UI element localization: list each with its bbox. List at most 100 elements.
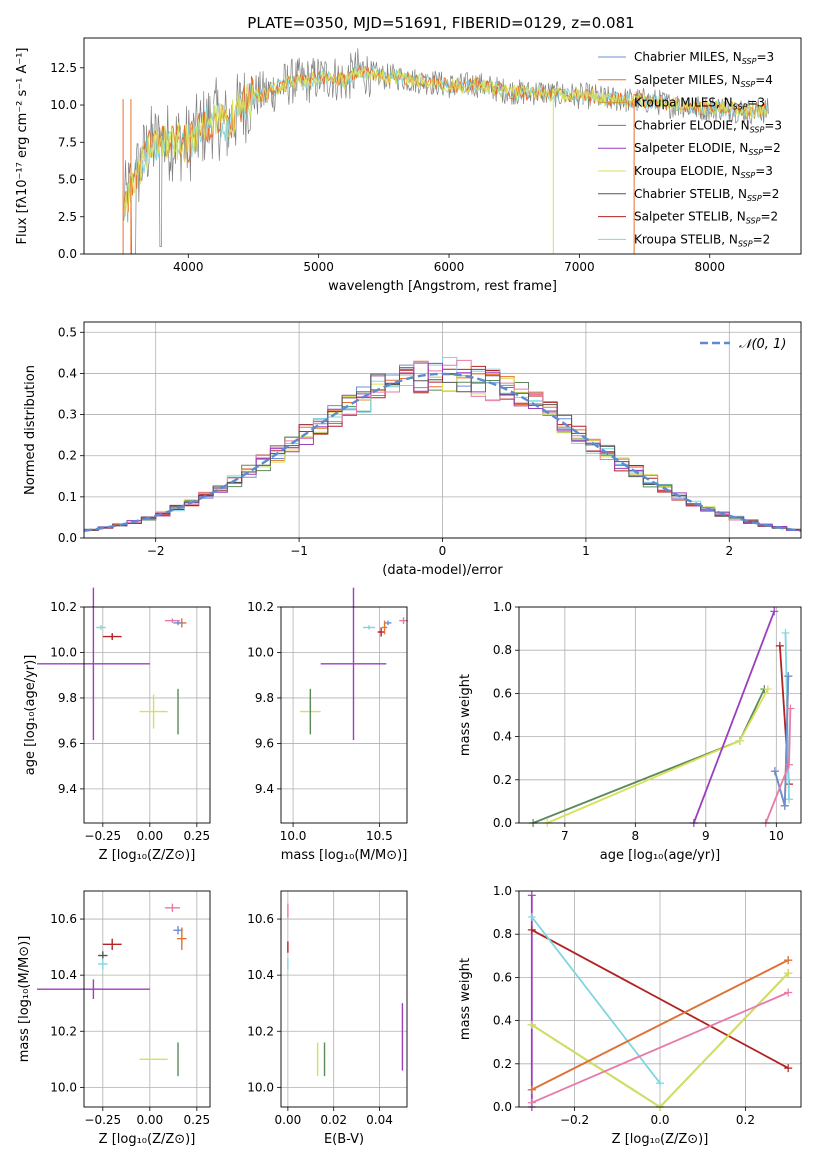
weight-series-line (531, 916, 661, 1084)
x-tick-label: 9 (702, 829, 710, 843)
x-axis-label: Z [log₁₀(Z/Z⊙)] (99, 1132, 196, 1147)
y-axis-label: mass [log₁₀(M/M⊙)] (17, 936, 32, 1063)
axes-frame (83, 321, 802, 539)
weight-point-marker (785, 795, 794, 804)
histogram-step-line (84, 368, 801, 532)
x-tick-label: 0.00 (136, 829, 163, 843)
weight-point-marker (527, 925, 536, 934)
y-tick-label: 0.4 (58, 366, 77, 380)
x-tick-label: 10.0 (280, 829, 307, 843)
weight-point-marker (527, 1098, 536, 1107)
legend-label: Chabrier STELIB, NSSP=2 (634, 187, 779, 203)
y-tick-label: 0.0 (493, 816, 512, 830)
y-tick-label: 0.2 (493, 1057, 512, 1071)
x-tick-label: 4000 (173, 260, 204, 274)
axes-frame (83, 606, 211, 824)
x-tick-label: −2 (147, 544, 165, 558)
legend-label: Chabrier ELODIE, NSSP=3 (634, 118, 782, 134)
weight-series-line (546, 688, 769, 824)
weight-point-marker (770, 607, 779, 616)
x-tick-label: 0.00 (136, 1113, 163, 1127)
y-tick-label: 1.0 (493, 884, 512, 898)
model-spectrum-line (122, 67, 768, 221)
x-tick-label: 10.5 (366, 829, 393, 843)
weight-point-marker (785, 760, 794, 769)
weight-series-line (531, 991, 789, 1104)
x-tick-label: 0.25 (183, 1113, 210, 1127)
weight-point-marker (527, 912, 536, 921)
x-axis-label: E(B-V) (324, 1132, 364, 1147)
weight-point-marker (784, 1064, 793, 1073)
y-tick-label: 10.2 (247, 600, 274, 614)
x-tick-label: −0.25 (84, 829, 121, 843)
figure-title: PLATE=0350, MJD=51691, FIBERID=0129, z=0… (247, 14, 634, 32)
x-tick-label: 2 (725, 544, 733, 558)
mass-vs-metallicity-panel: −0.25 0.00 0.25 10.0 10.2 10.4 10.6 Z [log₁₀(Z/… (17, 890, 211, 1147)
y-tick-label: 9.8 (58, 691, 77, 705)
legend-label: 𝒩(0, 1) (739, 337, 786, 352)
x-tick-label: 0.00 (275, 1113, 302, 1127)
axes-frame (518, 606, 802, 824)
legend-label: Chabrier MILES, NSSP=3 (634, 50, 774, 66)
axes-frame (83, 890, 211, 1108)
y-tick-label: 0.4 (493, 1014, 512, 1028)
x-tick-label: 10 (769, 829, 784, 843)
weight-point-marker (527, 1085, 536, 1094)
x-tick-label: 0.2 (736, 1113, 755, 1127)
axes-frame (518, 890, 802, 1108)
y-tick-label: 9.8 (255, 691, 274, 705)
y-tick-label: 0.8 (493, 643, 512, 657)
weight-point-marker (780, 801, 789, 810)
y-tick-label: 0.2 (58, 449, 77, 463)
y-tick-label: 2.5 (58, 210, 77, 224)
x-axis-label: wavelength [Angstrom, rest frame] (328, 279, 557, 294)
y-tick-label: 10.0 (247, 1080, 274, 1094)
y-tick-label: 9.6 (255, 736, 274, 750)
y-tick-label: 5.0 (58, 173, 77, 187)
x-tick-label: 0.25 (183, 829, 210, 843)
legend-label: Kroupa ELODIE, NSSP=3 (634, 164, 773, 180)
x-axis-label: Z [log₁₀(Z/Z⊙)] (612, 1132, 709, 1147)
weight-point-marker (735, 736, 744, 745)
y-tick-label: 10.4 (50, 968, 77, 982)
x-tick-label: 8000 (694, 260, 725, 274)
legend-label: Kroupa STELIB, NSSP=2 (634, 232, 770, 248)
y-tick-label: 10.4 (247, 968, 274, 982)
weight-series-line (531, 929, 789, 1069)
y-tick-label: 0.4 (493, 730, 512, 744)
model-spectrum-line (122, 63, 769, 219)
y-tick-label: 12.5 (50, 61, 77, 75)
age-vs-mass-panel: 10.0 10.5 9.4 9.6 9.8 10.0 10.2 mass [log₁₀(M/M… (247, 587, 408, 863)
normal-distribution-curve (83, 372, 802, 532)
y-tick-label: 0.6 (493, 970, 512, 984)
x-tick-label: 0.0 (650, 1113, 669, 1127)
x-tick-label: 7000 (564, 260, 595, 274)
y-tick-label: 10.2 (247, 1024, 274, 1038)
y-axis-label: mass weight (458, 674, 473, 756)
x-tick-label: −0.25 (84, 1113, 121, 1127)
axes-frame (280, 890, 408, 1108)
y-tick-label: 10.2 (50, 1024, 77, 1038)
y-tick-label: 10.2 (50, 600, 77, 614)
weight-vs-metallicity-panel: −0.2 0.0 0.2 0.0 0.2 0.4 0.6 0.8 1.0 Z [log₁₀(Z/Z… (458, 884, 802, 1147)
y-tick-label: 0.8 (493, 927, 512, 941)
weight-point-marker (770, 767, 779, 776)
y-tick-label: 0.0 (58, 531, 77, 545)
legend-label: Kroupa MILES, NSSP=3 (634, 96, 765, 112)
y-tick-label: 0.6 (493, 686, 512, 700)
weight-point-marker (784, 988, 793, 997)
mass-vs-ebv-panel: 0.00 0.02 0.04 10.0 10.2 10.4 10.6 E(B-V) (247, 890, 408, 1147)
y-tick-label: 1.0 (493, 600, 512, 614)
weight-series-line (531, 959, 789, 1091)
y-tick-label: 0.1 (58, 490, 77, 504)
x-tick-label: 8 (632, 829, 640, 843)
spectrum-panel: 4000 5000 6000 7000 8000 0.0 2.5 5.0 7.5 10.0 12.5… (15, 37, 802, 294)
x-tick-label: −1 (290, 544, 308, 558)
weight-point-marker (781, 628, 790, 637)
weight-point-marker (527, 1020, 536, 1029)
age-vs-metallicity-panel: −0.25 0.00 0.25 9.4 9.6 9.8 10.0 10.2 Z [log₁₀(Z… (23, 587, 211, 863)
x-tick-label: 0.04 (366, 1113, 393, 1127)
legend-label: Salpeter STELIB, NSSP=2 (634, 210, 778, 226)
x-tick-label: 1 (582, 544, 590, 558)
